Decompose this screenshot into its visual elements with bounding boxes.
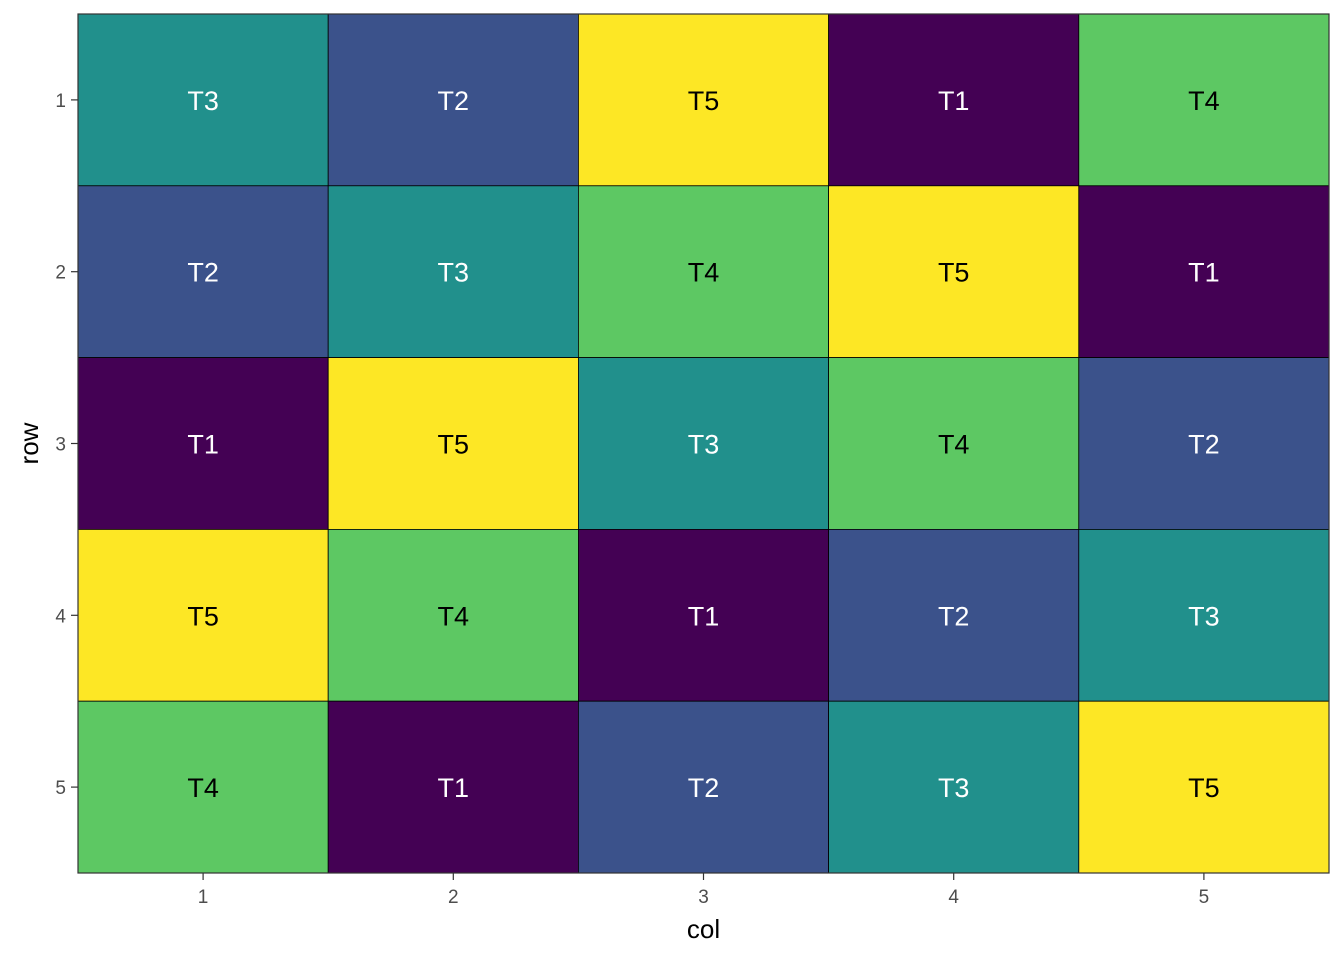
cell-label-r4-c3: T1: [688, 601, 720, 631]
cell-label-r4-c2: T4: [438, 601, 470, 631]
cell-r3-c2: [327, 357, 579, 530]
cell-label-r5-c3: T2: [688, 773, 720, 803]
cell-r4-c4: [828, 529, 1080, 702]
cell-r1-c4: [828, 13, 1080, 187]
cell-label-r3-c5: T2: [1188, 430, 1220, 460]
cell-r3-c5: [1078, 357, 1330, 530]
cell-r5-c5: [1078, 700, 1330, 874]
cell-label-r2-c3: T4: [688, 258, 720, 288]
y-axis-title: row: [14, 422, 44, 464]
cell-label-r3-c3: T3: [688, 430, 720, 460]
cell-label-r1-c1: T3: [187, 86, 219, 116]
cell-label-r3-c1: T1: [187, 430, 219, 460]
cell-r4-c5: [1078, 529, 1330, 702]
y-tick-label: 1: [55, 91, 66, 112]
cell-r2-c5: [1078, 185, 1330, 359]
y-tick-label: 4: [55, 606, 66, 627]
cell-label-r3-c4: T4: [938, 430, 970, 460]
x-tick-label: 2: [448, 887, 459, 908]
cell-r5-c3: [578, 700, 830, 874]
cell-r4-c3: [578, 529, 830, 702]
x-axis-title: col: [687, 914, 720, 944]
cell-label-r1-c5: T4: [1188, 86, 1220, 116]
cell-label-r2-c2: T3: [438, 258, 470, 288]
cell-label-r5-c4: T3: [938, 773, 970, 803]
cell-label-r2-c4: T5: [938, 258, 970, 288]
cell-r3-c3: [578, 357, 830, 530]
cell-r5-c1: [77, 700, 329, 874]
cells-layer: T3 T2 T5 T1 T4 T2 T3 T4 T5 T1 T1 T5 T3 T4 T2 T5 T4 T1 T2 T3…: [77, 13, 1330, 874]
x-tick-label: 1: [198, 887, 209, 908]
cell-label-r1-c4: T1: [938, 86, 970, 116]
y-tick-label: 3: [55, 435, 66, 456]
cell-r2-c2: [327, 185, 579, 359]
cell-r1-c5: [1078, 13, 1330, 187]
cell-r2-c1: [77, 185, 329, 359]
x-tick-label: 5: [1199, 887, 1210, 908]
y-tick-label: 2: [55, 263, 66, 284]
cell-r3-c4: [828, 357, 1080, 530]
cell-label-r5-c5: T5: [1188, 773, 1220, 803]
cell-label-r1-c3: T5: [688, 86, 720, 116]
cell-label-r2-c1: T2: [187, 258, 219, 288]
cell-label-r5-c2: T1: [438, 773, 470, 803]
cell-label-r4-c1: T5: [187, 601, 219, 631]
cell-label-r2-c5: T1: [1188, 258, 1220, 288]
cell-r2-c3: [578, 185, 830, 359]
cell-r1-c2: [327, 13, 579, 187]
y-axis: 1 2 3 4 5: [55, 91, 78, 799]
y-tick-label: 5: [55, 778, 66, 799]
cell-r5-c2: [327, 700, 579, 874]
cell-label-r4-c5: T3: [1188, 601, 1220, 631]
cell-r1-c1: [77, 13, 329, 187]
cell-label-r3-c2: T5: [438, 430, 470, 460]
cell-label-r4-c4: T2: [938, 601, 970, 631]
cell-label-r5-c1: T4: [187, 773, 219, 803]
x-axis: 1 2 3 4 5: [198, 873, 1209, 908]
x-tick-label: 4: [948, 887, 959, 908]
cell-label-r1-c2: T2: [438, 86, 470, 116]
cell-r4-c2: [327, 529, 579, 702]
x-tick-label: 3: [698, 887, 709, 908]
